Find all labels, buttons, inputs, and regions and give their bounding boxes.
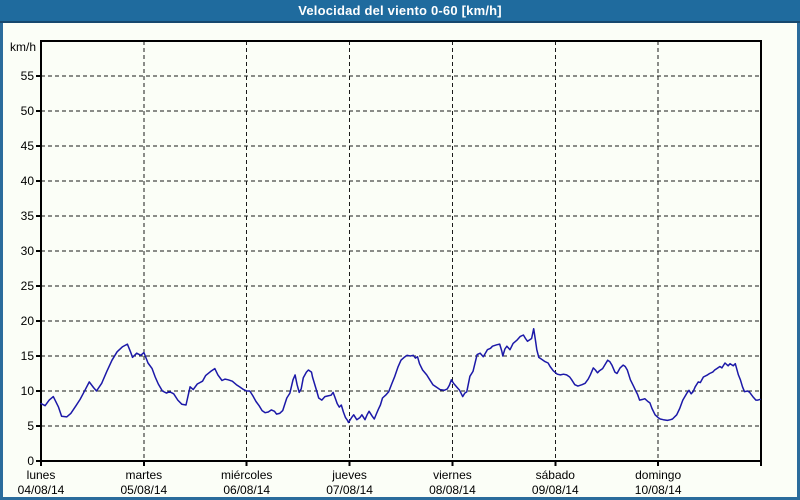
day-date: 09/08/14	[531, 483, 579, 497]
day-name: lunes	[26, 468, 56, 482]
x-axis-day-label: lunes 04/08/14	[0, 468, 92, 498]
y-axis-tick-label: 5	[27, 419, 34, 433]
y-axis-tick-label: 35	[20, 209, 34, 223]
day-name: viernes	[433, 468, 472, 482]
y-axis-tick-label: 15	[20, 349, 34, 363]
x-axis-day-label: jueves 07/08/14	[299, 468, 401, 498]
y-axis-tick-label: 25	[20, 279, 34, 293]
y-axis-tick-label: 30	[20, 244, 34, 258]
window-title: Velocidad del viento 0-60 [km/h]	[298, 3, 502, 18]
day-date: 04/08/14	[17, 483, 65, 497]
day-name: martes	[125, 468, 163, 482]
plot-border	[40, 40, 762, 462]
y-axis-tick-label: 50	[20, 104, 34, 118]
day-name: domingo	[635, 468, 682, 482]
day-date: 10/08/14	[634, 483, 682, 497]
x-axis-day-label: domingo 10/08/14	[607, 468, 709, 498]
y-axis-tick-label: 55	[20, 69, 34, 83]
day-date: 07/08/14	[326, 483, 373, 497]
y-axis-tick-label: 40	[20, 174, 34, 188]
day-name: miércoles	[221, 468, 273, 482]
wind-speed-line	[40, 327, 761, 424]
x-axis-day-label: viernes 08/08/14	[401, 468, 503, 498]
day-name: jueves	[332, 468, 367, 482]
x-axis-day-label: sábado 09/08/14	[504, 468, 606, 498]
day-date: 08/08/14	[429, 483, 476, 497]
y-axis-unit-label: km/h	[9, 40, 36, 54]
y-axis-tick-label: 0	[27, 454, 34, 468]
x-axis-day-label: martes 05/08/14	[93, 468, 195, 498]
y-axis-tick-label: 45	[20, 139, 34, 153]
day-date: 06/08/14	[223, 483, 271, 497]
day-date: 05/08/14	[120, 483, 168, 497]
y-axis-tick-label: 10	[20, 384, 34, 398]
day-name: sábado	[535, 468, 575, 482]
window-title-bar: Velocidad del viento 0-60 [km/h]	[0, 0, 800, 23]
x-axis-day-label: miércoles 06/08/14	[196, 468, 298, 498]
y-axis-tick-label: 20	[20, 314, 34, 328]
